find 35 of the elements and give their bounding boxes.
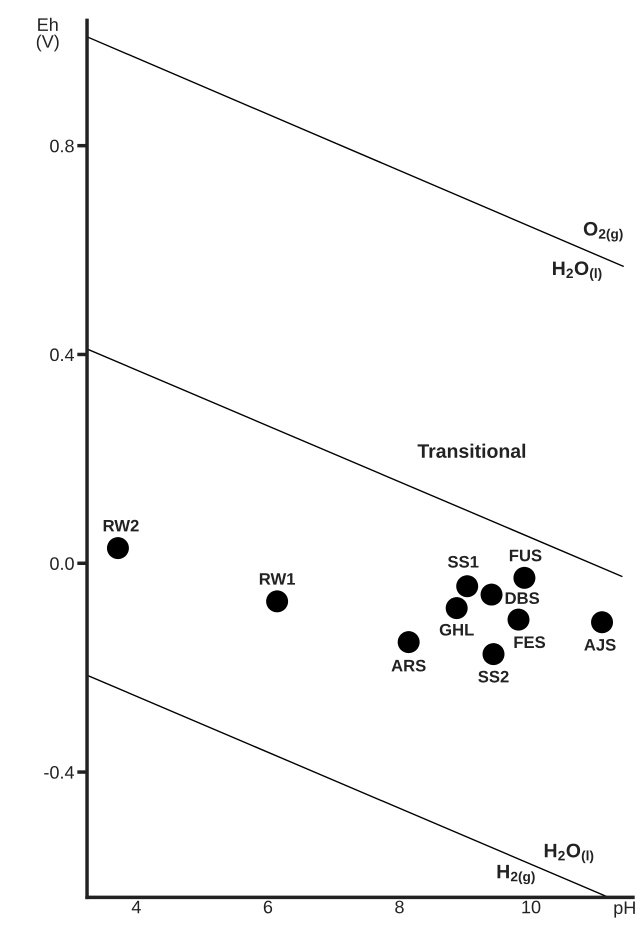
series-label: AJS [584,638,616,651]
annotation: O$_{2(g)}$ [584,222,623,242]
annotation: H$_{2}$O$_{(l)}$ [544,844,594,864]
point [480,584,503,606]
x-tick-label: 6 [264,900,272,914]
y-tick-label: 0.4 [50,348,74,362]
y-axis-title: Eh (V) [36,18,59,52]
series-label: RW2 [104,520,139,532]
point [513,566,536,589]
point [266,590,288,612]
point [508,608,530,631]
series-label: DBS [506,592,540,604]
y-tick-label: -0.4 [44,766,74,779]
annotation: H$_{2}$O$_{(l)}$ [553,261,602,281]
point [456,575,478,598]
point [398,631,420,654]
series-label: GHL [440,624,474,636]
point [106,537,129,560]
x-tick-label: 10 [522,900,540,914]
point [482,643,504,666]
y-tick-label: 0.0 [50,557,74,570]
series-label: SS2 [478,670,509,683]
point [446,597,468,620]
series-label: SS1 [448,556,478,568]
series-label: RW1 [260,573,296,585]
point [591,611,614,634]
x-tick-label: 4 [132,900,141,914]
series-label: FUS [510,550,542,562]
series-label: ARS [391,660,426,672]
x-axis-title: pH [614,902,635,918]
series-label: FES [514,636,546,648]
x-tick-label: 8 [395,900,404,914]
annotation: Transitional [418,444,526,458]
y-tick-label: 0.8 [50,140,74,152]
annotation: H$_{2(g)}$ [498,864,535,884]
